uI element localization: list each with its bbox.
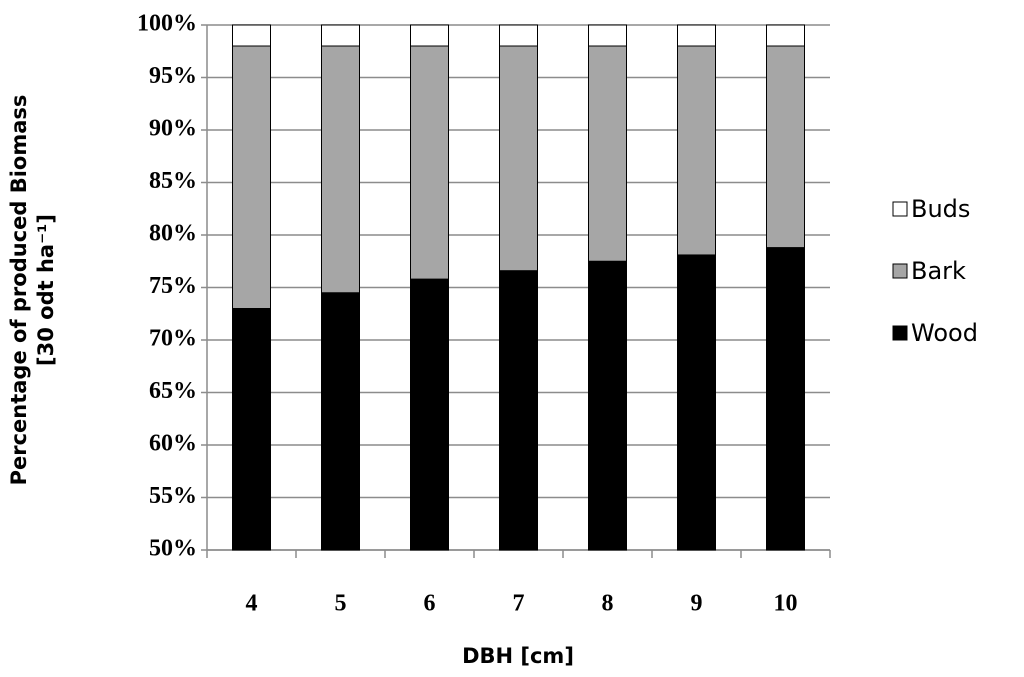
bar-segment xyxy=(499,45,538,272)
x-tick-label: 5 xyxy=(335,591,347,617)
y-tick-label: 85% xyxy=(149,168,197,194)
legend-swatch xyxy=(892,263,908,279)
bar-segment xyxy=(321,45,360,294)
x-tick-label: 9 xyxy=(691,591,703,617)
y-tick-label: 70% xyxy=(149,326,197,352)
y-tick-label: 65% xyxy=(149,378,197,404)
bar-segment xyxy=(232,45,271,309)
x-tick-label: 4 xyxy=(246,591,258,617)
bar-segment xyxy=(677,24,716,47)
bar-segment xyxy=(766,24,805,47)
bar-segment xyxy=(321,24,360,47)
x-tick-label: 10 xyxy=(774,591,798,617)
bar-segment xyxy=(588,45,627,262)
bar-segment xyxy=(588,260,627,551)
bar-segment xyxy=(321,292,360,551)
y-tick-label: 50% xyxy=(149,536,197,562)
legend-swatch xyxy=(892,325,908,341)
x-tick-label: 7 xyxy=(513,591,525,617)
bar-segment xyxy=(410,45,449,280)
y-tick-label: 60% xyxy=(149,431,197,457)
bar-segment xyxy=(410,24,449,47)
x-tick-label: 6 xyxy=(424,591,436,617)
bar-segment xyxy=(677,254,716,551)
bar-segment xyxy=(766,45,805,249)
y-axis-label: [30 odt ha⁻¹] xyxy=(34,214,58,366)
x-tick-label: 8 xyxy=(602,591,614,617)
legend-label: Wood xyxy=(911,319,978,347)
y-tick-label: 100% xyxy=(137,11,197,37)
y-axis-label: Percentage of produced Biomass xyxy=(7,95,31,486)
y-tick-label: 95% xyxy=(149,63,197,89)
legend-label: Bark xyxy=(911,257,966,285)
bar-segment xyxy=(677,45,716,256)
bar-segment xyxy=(232,24,271,47)
bar-segment xyxy=(410,278,449,551)
bar-segment xyxy=(588,24,627,47)
x-axis-label: DBH [cm] xyxy=(462,644,574,668)
bar-segment xyxy=(499,270,538,551)
y-tick-label: 80% xyxy=(149,221,197,247)
bar-segment xyxy=(232,308,271,551)
legend-label: Buds xyxy=(911,195,970,223)
y-tick-label: 55% xyxy=(149,483,197,509)
legend-swatch xyxy=(892,201,908,217)
bar-segment xyxy=(499,24,538,47)
bar-segment xyxy=(766,247,805,551)
y-tick-label: 75% xyxy=(149,273,197,299)
y-tick-label: 90% xyxy=(149,116,197,142)
